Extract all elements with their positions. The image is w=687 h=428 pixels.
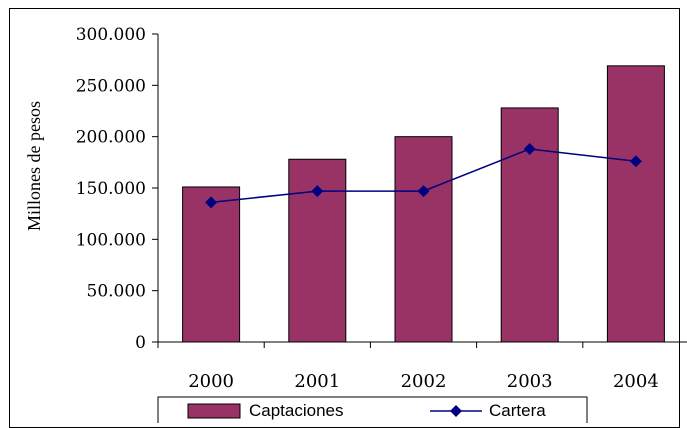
bar-captaciones-2002 — [394, 136, 453, 343]
y-tick-label-2: 100.000 — [76, 230, 146, 250]
legend-label-captaciones: Captaciones — [249, 401, 344, 420]
point-cartera-2004 — [629, 155, 642, 168]
legend: Captaciones Cartera — [157, 396, 588, 423]
bars-layer — [182, 65, 665, 343]
y-tick-label-5: 250.000 — [76, 76, 146, 96]
legend-swatch-captaciones — [187, 403, 241, 419]
y-tick-label-0: 0 — [135, 333, 146, 353]
x-tick-label-2004: 2004 — [613, 371, 659, 392]
y-axis-label: Millones de pesos — [24, 101, 44, 231]
bar-captaciones-2000 — [182, 186, 241, 343]
x-tick-label-2003: 2003 — [507, 371, 553, 392]
y-tick-label-3: 150.000 — [76, 179, 146, 199]
line-layer — [205, 142, 642, 209]
x-tick-label-2000: 2000 — [188, 371, 234, 392]
point-cartera-2000 — [205, 196, 218, 209]
y-tick-label-6: 300.000 — [76, 25, 146, 45]
legend-label-cartera: Cartera — [489, 401, 546, 420]
point-cartera-2001 — [311, 185, 324, 198]
y-tick-label-4: 200.000 — [76, 128, 146, 148]
bar-captaciones-2004 — [606, 65, 665, 343]
axes-layer: 0 50.000 100.000 150.000 200.000 250.000 300.0… — [76, 25, 687, 392]
x-tick-label-2002: 2002 — [401, 371, 447, 392]
point-cartera-2003 — [523, 142, 536, 155]
y-tick-label-1: 50.000 — [87, 282, 146, 302]
x-tick-label-2001: 2001 — [294, 371, 340, 392]
point-cartera-2002 — [417, 185, 430, 198]
legend-marker-cartera — [450, 405, 462, 417]
